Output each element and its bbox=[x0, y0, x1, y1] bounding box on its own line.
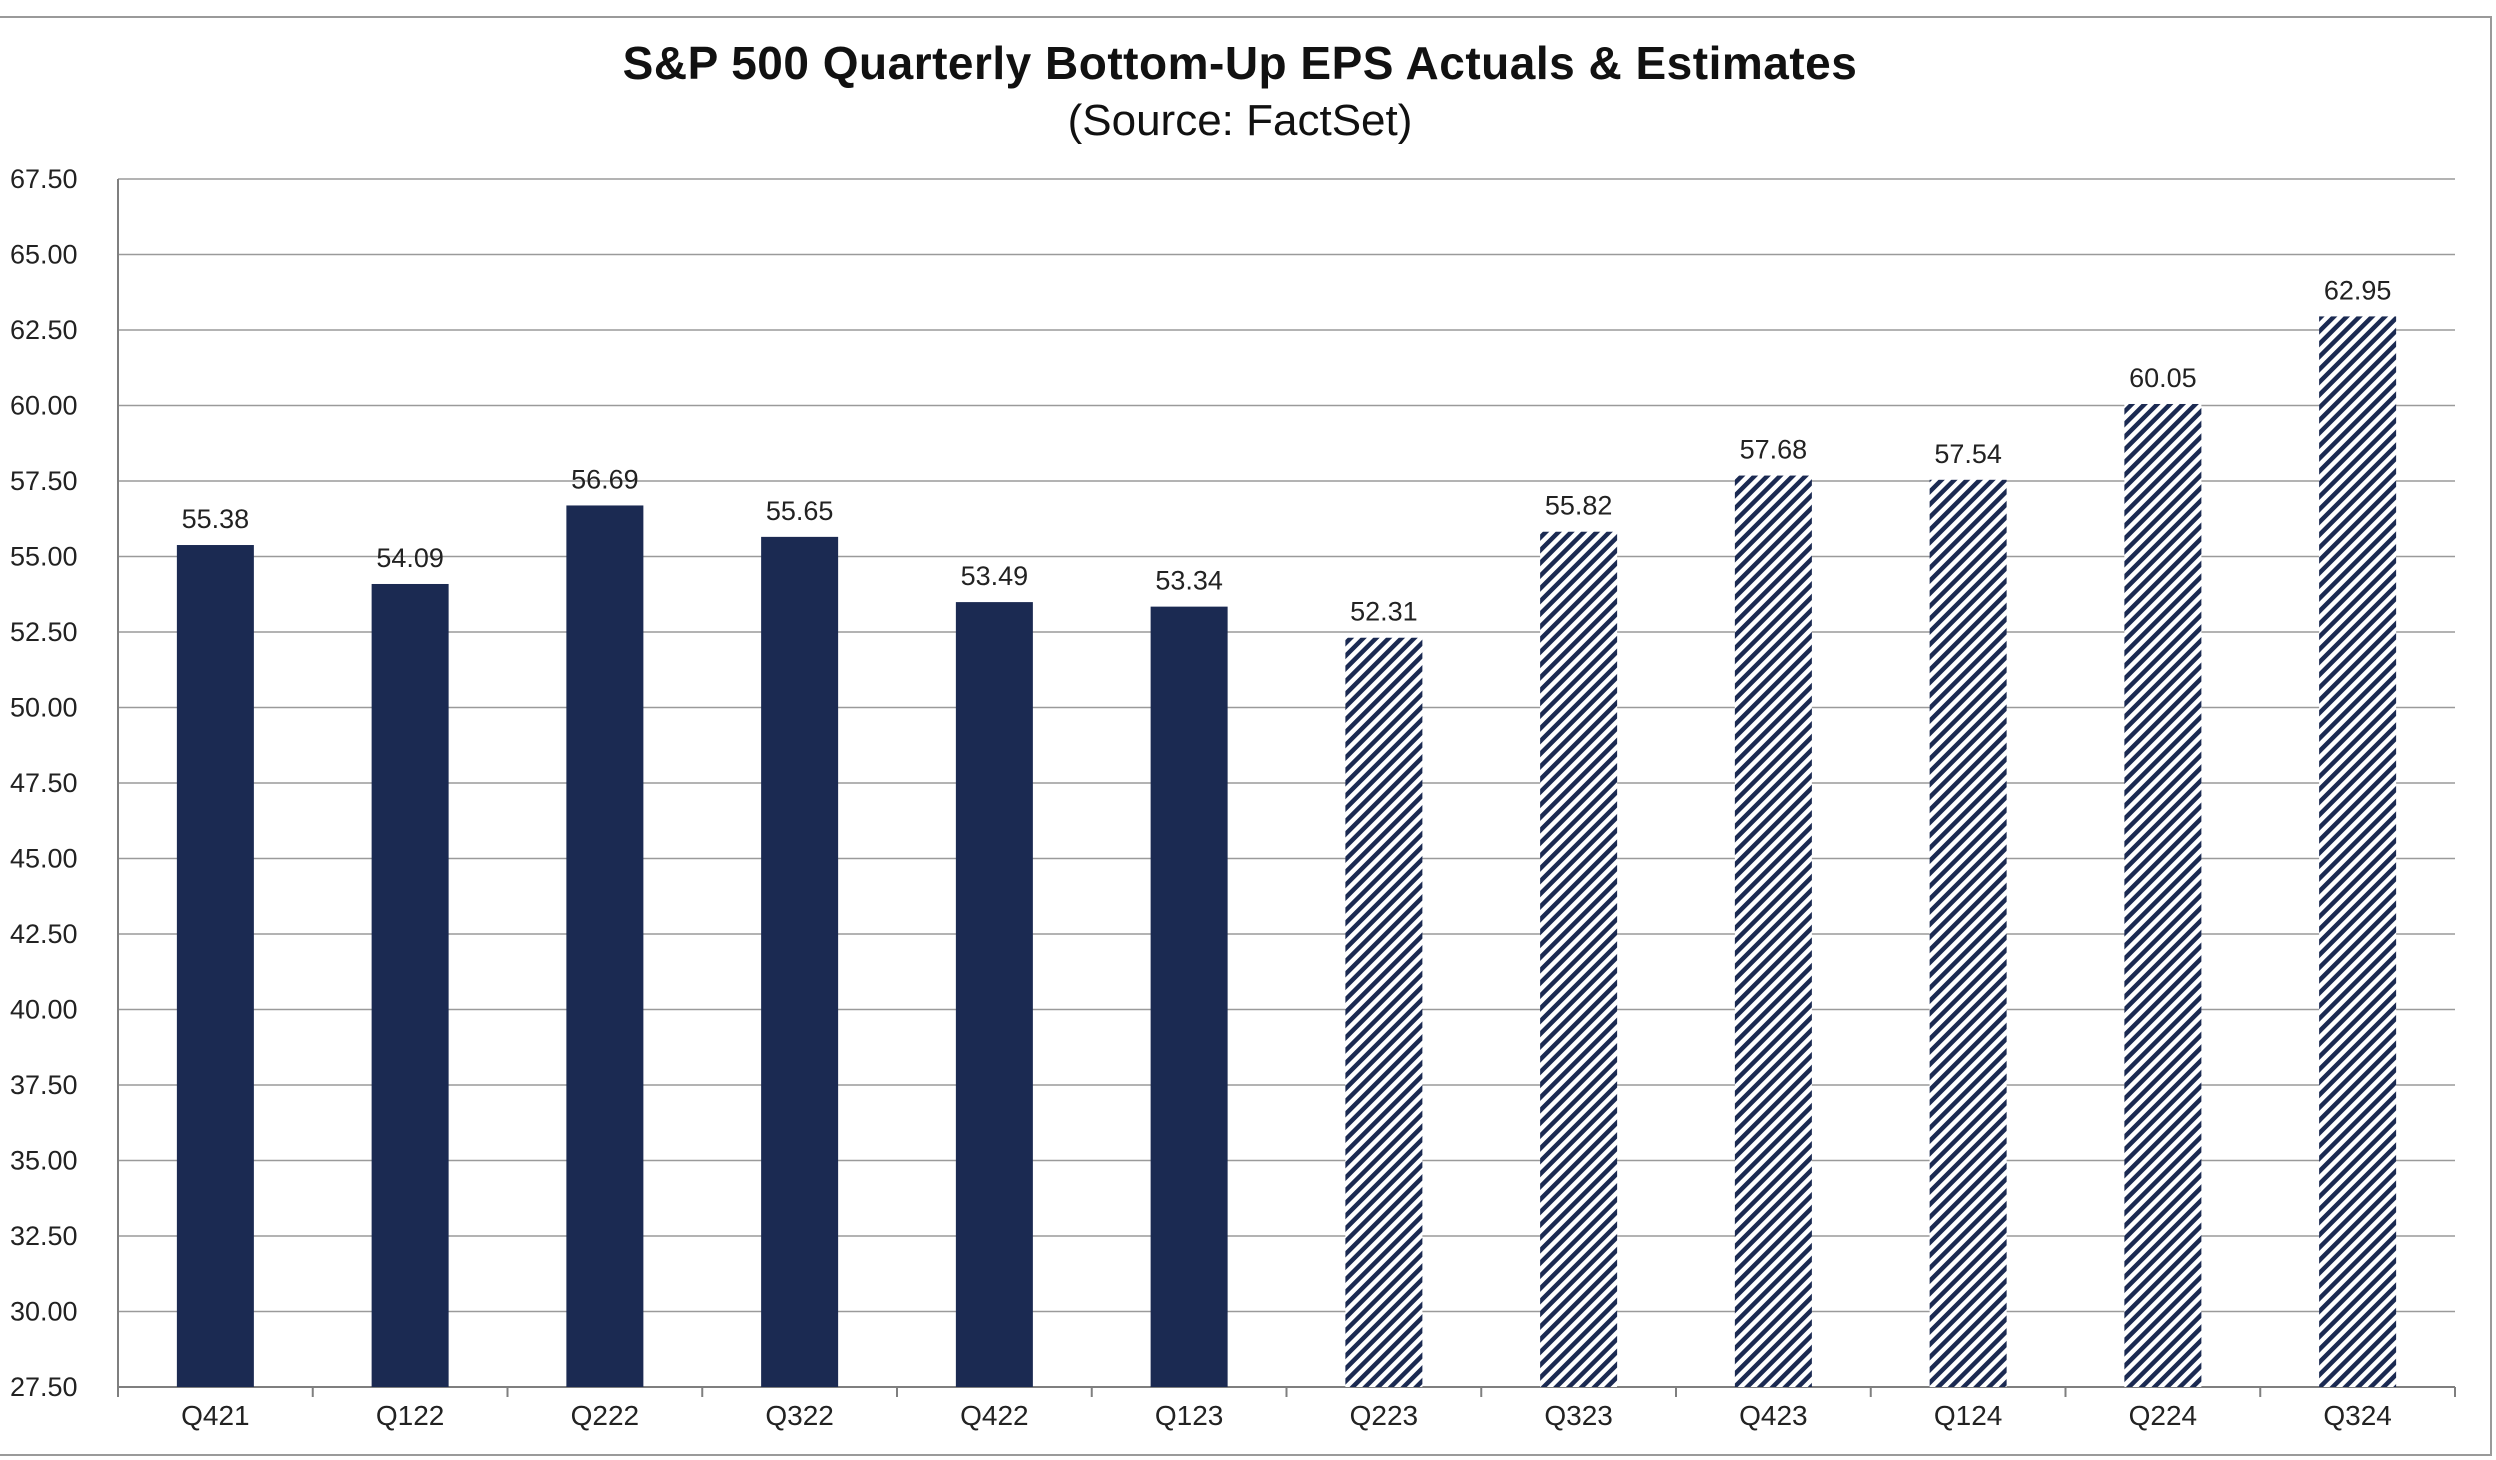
data-label: 57.68 bbox=[1740, 435, 1808, 465]
data-label: 52.31 bbox=[1350, 597, 1418, 627]
y-tick-label: 55.00 bbox=[10, 542, 78, 572]
y-tick-label: 50.00 bbox=[10, 693, 78, 723]
data-label: 60.05 bbox=[2129, 363, 2197, 393]
bar-q423 bbox=[1734, 475, 1812, 1388]
x-tick-label: Q122 bbox=[376, 1400, 445, 1431]
data-label: 55.38 bbox=[182, 504, 250, 534]
y-tick-label: 35.00 bbox=[10, 1146, 78, 1176]
bar-q222 bbox=[566, 505, 644, 1387]
y-tick-label: 27.50 bbox=[10, 1372, 78, 1402]
x-tick-label: Q322 bbox=[765, 1400, 834, 1431]
data-label: 53.34 bbox=[1155, 566, 1223, 596]
chart-subtitle: (Source: FactSet) bbox=[1067, 96, 1413, 145]
bar-q323 bbox=[1540, 531, 1618, 1387]
x-axis: Q421 Q122 Q222 Q322 Q422 Q123 Q223 Q323 Q423 Q124… bbox=[117, 1387, 2456, 1431]
data-label: 62.95 bbox=[2324, 275, 2392, 305]
y-tick-label: 60.00 bbox=[10, 391, 78, 421]
data-label: 56.69 bbox=[571, 464, 639, 494]
x-tick-label: Q423 bbox=[1739, 1400, 1808, 1431]
y-tick-label: 62.50 bbox=[10, 315, 78, 345]
chart-frame bbox=[0, 16, 2492, 1456]
x-tick-label: Q324 bbox=[2323, 1400, 2392, 1431]
y-tick-label: 30.00 bbox=[10, 1297, 78, 1327]
y-tick-label: 45.00 bbox=[10, 844, 78, 874]
chart-title: S&P 500 Quarterly Bottom-Up EPS Actuals … bbox=[622, 37, 1858, 89]
data-label: 54.09 bbox=[376, 543, 444, 573]
bar-q422 bbox=[955, 602, 1033, 1387]
data-label: 57.54 bbox=[1934, 439, 2002, 469]
y-tick-label: 65.00 bbox=[10, 240, 78, 270]
x-tick-label: Q123 bbox=[1155, 1400, 1224, 1431]
y-tick-label: 67.50 bbox=[10, 164, 78, 194]
bar-q324 bbox=[2319, 316, 2397, 1387]
y-tick-label: 52.50 bbox=[10, 617, 78, 647]
data-label: 53.49 bbox=[961, 561, 1029, 591]
y-tick-label: 37.50 bbox=[10, 1070, 78, 1100]
x-tick-label: Q124 bbox=[1934, 1400, 2003, 1431]
y-tick-label: 47.50 bbox=[10, 768, 78, 798]
x-tick-label: Q222 bbox=[571, 1400, 640, 1431]
x-tick-label: Q223 bbox=[1350, 1400, 1419, 1431]
bar-q322 bbox=[761, 536, 839, 1387]
bar-q223 bbox=[1345, 637, 1423, 1387]
gridlines bbox=[118, 178, 2455, 1388]
bar-q421 bbox=[176, 545, 254, 1387]
y-tick-label: 40.00 bbox=[10, 995, 78, 1025]
bar-q123 bbox=[1150, 606, 1228, 1387]
x-tick-label: Q323 bbox=[1544, 1400, 1613, 1431]
data-label: 55.82 bbox=[1545, 491, 1613, 521]
y-tick-label: 32.50 bbox=[10, 1221, 78, 1251]
data-labels: 55.38 54.09 56.69 55.65 53.49 53.34 52.31 55.82… bbox=[182, 275, 2392, 626]
x-tick-label: Q422 bbox=[960, 1400, 1029, 1431]
bar-q122 bbox=[371, 583, 449, 1387]
bar-series bbox=[176, 316, 2397, 1388]
y-tick-label: 42.50 bbox=[10, 919, 78, 949]
bar-q124 bbox=[1929, 479, 2007, 1387]
bar-q224 bbox=[2124, 403, 2202, 1387]
x-tick-label: Q224 bbox=[2129, 1400, 2198, 1431]
y-tick-label: 57.50 bbox=[10, 466, 78, 496]
data-label: 55.65 bbox=[766, 496, 834, 526]
x-tick-label: Q421 bbox=[181, 1400, 250, 1431]
